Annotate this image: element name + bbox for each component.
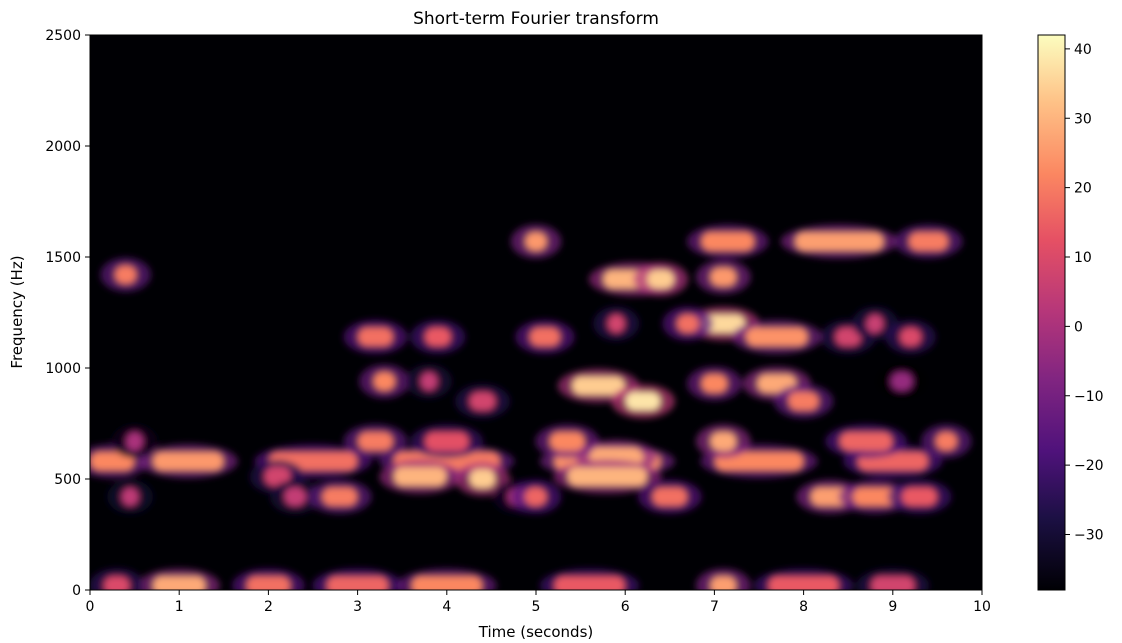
spectrogram-blob: [90, 451, 135, 471]
spectrogram-blob: [701, 231, 755, 251]
spectrogram-blob: [852, 487, 898, 507]
spectrogram-heat-layer: [90, 224, 972, 590]
y-tick-label: 2500: [45, 28, 81, 44]
spectrogram-blob: [794, 231, 884, 251]
spectrogram-blob: [709, 267, 737, 287]
spectrogram-blob: [709, 576, 737, 590]
spectrogram-blob: [935, 431, 958, 451]
spectrogram-blob: [246, 576, 291, 590]
spectrogram-blob: [424, 327, 452, 347]
spectrogram-blob: [524, 231, 548, 251]
spectrogram-blob: [651, 487, 688, 507]
spectrogram-blob: [424, 431, 470, 451]
spectrogram-blob: [767, 576, 840, 590]
x-tick-label: 10: [973, 599, 991, 615]
spectrogram-blob: [529, 327, 561, 347]
spectrogram-blob: [701, 314, 746, 334]
spectrogram-blob: [524, 487, 548, 507]
colorbar-tick-label: −30: [1074, 528, 1104, 544]
spectrogram-blob: [553, 576, 626, 590]
y-axis: 0 500 1000 1500 2000 2500: [45, 28, 90, 599]
spectrogram-blob: [420, 371, 438, 391]
colorbar-tick-label: 40: [1074, 42, 1092, 58]
spectrogram-blob: [393, 467, 447, 487]
spectrogram-blob: [357, 327, 394, 347]
x-tick-label: 3: [353, 599, 362, 615]
colorbar-tick-label: −10: [1074, 389, 1104, 405]
y-tick-label: 1500: [45, 250, 81, 266]
colorbar-tick-label: 30: [1074, 111, 1092, 127]
x-tick-label: 6: [621, 599, 630, 615]
spectrogram-blob: [373, 371, 396, 391]
x-tick-label: 7: [710, 599, 719, 615]
spectrogram-blob: [469, 469, 496, 489]
spectrogram-blob: [152, 576, 206, 590]
colorbar: [1037, 34, 1066, 591]
spectrogram-blob: [647, 269, 675, 289]
spectrogram-blob: [114, 265, 137, 285]
spectrogram-blob: [714, 451, 804, 471]
spectrogram-blob: [152, 451, 224, 471]
spectrogram-blob: [901, 487, 938, 507]
x-tick-label: 8: [799, 599, 808, 615]
colorbar-tick-label: −20: [1074, 458, 1104, 474]
y-tick-label: 500: [54, 472, 81, 488]
spectrogram-blob: [866, 314, 884, 334]
x-tick-label: 4: [442, 599, 451, 615]
colorbar-tick-label: 0: [1074, 319, 1083, 335]
colorbar-tick-label: 10: [1074, 250, 1092, 266]
spectrogram-blob: [567, 467, 648, 487]
x-tick-label: 9: [888, 599, 897, 615]
spectrogram-blob: [709, 431, 737, 451]
spectrogram-blob: [834, 327, 862, 347]
x-tick-label: 2: [264, 599, 273, 615]
spectrogram-blob: [607, 314, 626, 334]
spectrogram-blob: [745, 327, 809, 347]
spectrogram-blob: [839, 431, 893, 451]
x-tick-label: 5: [532, 599, 541, 615]
spectrogram-blob: [549, 431, 586, 451]
x-axis-title: Time (seconds): [478, 623, 594, 641]
spectrogram-blob: [899, 327, 922, 347]
spectrogram-blob: [125, 431, 144, 451]
y-tick-label: 1000: [45, 361, 81, 377]
colorbar-axis: 40 30 20 10 0 −10 −20 −30: [1065, 42, 1104, 544]
spectrogram-blob: [103, 576, 131, 590]
spectrogram-blob: [411, 576, 483, 590]
spectrogram-blob: [908, 231, 949, 251]
chart-title: Short-term Fourier transform: [413, 9, 659, 29]
spectrogram-blob: [787, 391, 820, 411]
spectrogram-blob: [321, 487, 358, 507]
y-axis-title: Frequency (Hz): [8, 255, 26, 368]
y-tick-label: 2000: [45, 139, 81, 155]
colorbar-tick-label: 20: [1074, 181, 1092, 197]
spectrogram-blob: [571, 376, 626, 396]
x-tick-label: 0: [86, 599, 95, 615]
y-tick-label: 0: [72, 583, 81, 599]
spectrogram-blob: [870, 576, 916, 590]
spectrogram-blob: [284, 487, 307, 507]
spectrogram-blob: [326, 576, 389, 590]
x-axis: 0 1 2 3 4 5 6 7 8 9 10: [86, 590, 991, 615]
spectrogram-blob: [357, 431, 394, 451]
spectrogram-blob: [469, 391, 496, 411]
spectrogram-blob: [701, 374, 728, 394]
x-tick-label: 1: [175, 599, 184, 615]
spectrogram-blob: [676, 314, 699, 334]
spectrogram-blob: [890, 371, 913, 391]
spectrogram-blob: [625, 391, 661, 411]
spectrogram-blob: [121, 487, 140, 507]
